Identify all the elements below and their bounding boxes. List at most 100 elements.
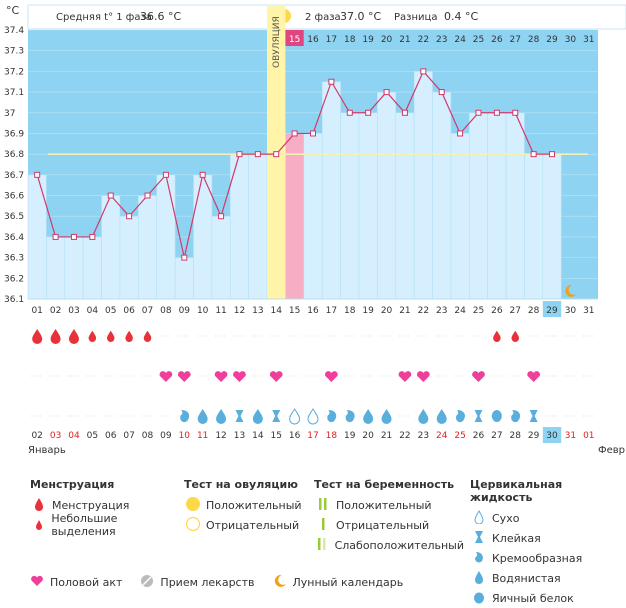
day-bar [432, 91, 452, 300]
date-label: 25 [454, 431, 465, 441]
day-bar [450, 133, 470, 300]
temperature-point [254, 151, 261, 158]
diff-value: 0.4 °C [444, 10, 478, 23]
y-tick-label: 37.2 [4, 67, 24, 77]
date-label: 04 [68, 431, 80, 441]
date-label: 08 [142, 431, 154, 441]
date-label: 17 [307, 431, 318, 441]
phase2-value: 37.0 °C [340, 10, 381, 23]
chart-header: °C Средняя t° 1 фаза 36.6 °C 2 фаза 37.0… [6, 4, 626, 30]
temperature-point [34, 171, 41, 178]
temperature-point [107, 192, 114, 199]
top-day-label: 24 [454, 35, 466, 45]
top-day-cell [432, 30, 451, 46]
y-tick-label: 36.7 [4, 171, 24, 181]
top-day-cell [524, 30, 543, 46]
top-day-label: 27 [510, 35, 521, 45]
x-tick-label: 11 [215, 306, 226, 316]
cervical-dry-icon [289, 408, 301, 425]
legend-cervical-dry: Сухо [492, 511, 520, 525]
x-tick-label: 02 [50, 306, 61, 316]
y-tick-label: 36.3 [4, 254, 24, 264]
top-day-label: 22 [418, 35, 429, 45]
day-bar [505, 112, 525, 300]
heart-icon [325, 371, 338, 382]
top-day-label: 29 [546, 35, 558, 45]
x-tick-label: 07 [142, 306, 153, 316]
date-label: 27 [491, 431, 502, 441]
date-label: 18 [326, 431, 338, 441]
top-day-label: 31 [583, 35, 594, 45]
date-label: 11 [197, 431, 208, 441]
legend-medicine: Прием лекарств [160, 576, 255, 589]
date-label: 28 [510, 431, 522, 441]
temperature-point [346, 109, 353, 116]
x-tick-label: 18 [344, 306, 356, 316]
x-tick-label: 30 [565, 306, 577, 316]
legend-menstruation: Менструация Менструация Небольшие выделе… [30, 478, 180, 538]
x-tick-label: 22 [418, 306, 429, 316]
top-day-label: 21 [399, 35, 410, 45]
legend-pregnancy-weak: Слабоположительный [334, 538, 464, 552]
temperature-point [162, 171, 169, 178]
date-label: 22 [399, 431, 410, 441]
legend-cervical-eggwhite: Яичный белок [492, 591, 574, 605]
temperature-point [52, 233, 59, 240]
legend-moon: Лунный календарь [292, 576, 404, 589]
x-tick-label: 21 [399, 306, 410, 316]
top-day-label: 28 [528, 35, 540, 45]
legend-spotting-item: Небольшие выделения [51, 512, 118, 538]
date-label: 24 [436, 431, 448, 441]
day-bar [211, 215, 231, 300]
day-bar [321, 81, 341, 300]
pregnancy-weak-icon [314, 537, 331, 554]
top-day-cell [395, 30, 415, 46]
temperature-point [328, 78, 335, 85]
top-day-label: 23 [436, 35, 447, 45]
temperature-point [383, 89, 390, 96]
top-day-cell [377, 30, 396, 46]
moon-icon [565, 284, 577, 297]
temperature-point [549, 151, 556, 158]
top-day-label: 15 [289, 35, 300, 45]
x-tick-label: 06 [123, 306, 135, 316]
day-bar [377, 91, 397, 300]
y-tick-label: 37.3 [4, 47, 24, 57]
date-label: 10 [179, 431, 191, 441]
menstruation-drop-icon [143, 330, 152, 343]
x-tick-label: 12 [234, 306, 245, 316]
legend-pregnancy-title: Тест на беременность [314, 478, 455, 491]
day-bar [468, 112, 488, 300]
date-label: 03 [50, 431, 61, 441]
menstruation-drop-icon [511, 330, 520, 343]
cervical-watery-icon [216, 409, 227, 424]
day-bar [174, 257, 194, 300]
date-label: 30 [546, 431, 558, 441]
temperature-point [438, 89, 445, 96]
heart-icon [214, 371, 228, 382]
x-tick-label: 23 [436, 306, 447, 316]
day-bar [358, 112, 378, 300]
temperature-point [401, 109, 408, 116]
month-end-label: Февр [598, 445, 625, 456]
day-bar [119, 215, 139, 300]
y-tick-label: 36.8 [4, 150, 24, 160]
top-day-label: 19 [362, 35, 374, 45]
top-day-label: 17 [326, 35, 337, 45]
y-tick-label: 37.1 [4, 88, 24, 98]
date-label: 29 [528, 431, 540, 441]
heart-icon [416, 371, 430, 382]
day-bar [413, 71, 433, 300]
top-day-cell [303, 30, 323, 46]
x-tick-label: 31 [583, 306, 594, 316]
day-bar [193, 174, 213, 300]
heart-icon [177, 371, 191, 382]
date-label: 20 [362, 431, 374, 441]
legend-cervical-sticky: Клейкая [492, 531, 541, 545]
x-tick-label: 10 [197, 306, 209, 316]
legend-menstruation-item: Менструация [52, 498, 130, 512]
cervical-eggwhite-icon [491, 410, 502, 422]
day-bar [138, 195, 158, 300]
x-tick-label: 03 [68, 306, 79, 316]
top-day-label: 30 [565, 35, 577, 45]
